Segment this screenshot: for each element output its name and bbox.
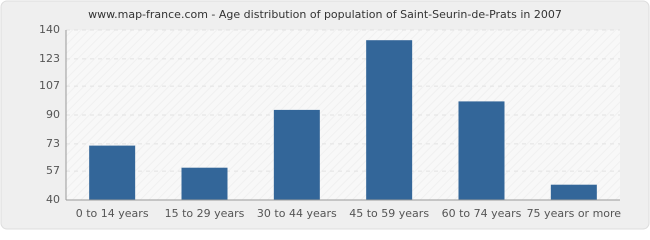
page: {"chart_data": {"type": "bar", "title": …	[0, 0, 650, 230]
y-tick-label: 73	[46, 137, 60, 150]
x-tick-label: 60 to 74 years	[442, 207, 522, 220]
x-tick-label: 15 to 29 years	[165, 207, 245, 220]
bar	[181, 167, 228, 200]
bar	[458, 101, 505, 200]
bar	[366, 40, 413, 201]
bar	[550, 184, 597, 200]
bar	[273, 109, 320, 200]
y-tick-label: 107	[39, 79, 60, 92]
x-tick-label: 45 to 59 years	[349, 207, 429, 220]
y-tick-label: 57	[46, 164, 60, 177]
y-tick-label: 123	[39, 52, 60, 65]
plot-area	[66, 30, 620, 200]
chart-title: www.map-france.com - Age distribution of…	[88, 8, 562, 21]
y-tick-label: 90	[46, 108, 60, 121]
y-tick-label: 140	[39, 23, 60, 36]
plot: 40 57 73 90 107 123 140 0 to 14 years 15 to 29 y…	[39, 23, 621, 220]
chart: www.map-france.com - Age distribution of…	[0, 0, 650, 230]
bar	[89, 145, 136, 200]
x-tick-label: 75 years or more	[527, 207, 622, 220]
x-tick-label: 0 to 14 years	[76, 207, 149, 220]
x-tick-label: 30 to 44 years	[257, 207, 337, 220]
y-tick-label: 40	[46, 193, 60, 206]
